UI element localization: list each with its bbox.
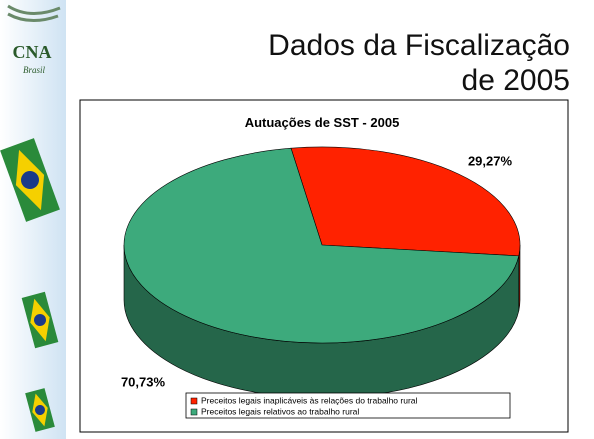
legend-swatch xyxy=(190,408,198,416)
flag-decoration xyxy=(0,4,61,432)
pie xyxy=(123,146,521,399)
legend-swatch xyxy=(190,397,198,405)
logo-sub: Brasil xyxy=(23,65,46,75)
chart-title: Autuações de SST - 2005 xyxy=(245,115,400,130)
logo: CNA xyxy=(13,42,52,62)
side-strip xyxy=(0,0,66,439)
slice xyxy=(290,146,521,257)
slice xyxy=(123,147,520,344)
data-label: 70,73% xyxy=(121,374,166,389)
legend-box xyxy=(185,392,511,419)
legend-label: Preceitos legais inaplicáveis às relaçõe… xyxy=(201,395,418,405)
data-label: 29,27% xyxy=(468,153,513,168)
slide-title: de 2005 xyxy=(462,64,570,97)
legend-label: Preceitos legais relativos ao trabalho r… xyxy=(201,406,359,416)
slide-title: Dados da Fiscalização xyxy=(268,29,570,62)
